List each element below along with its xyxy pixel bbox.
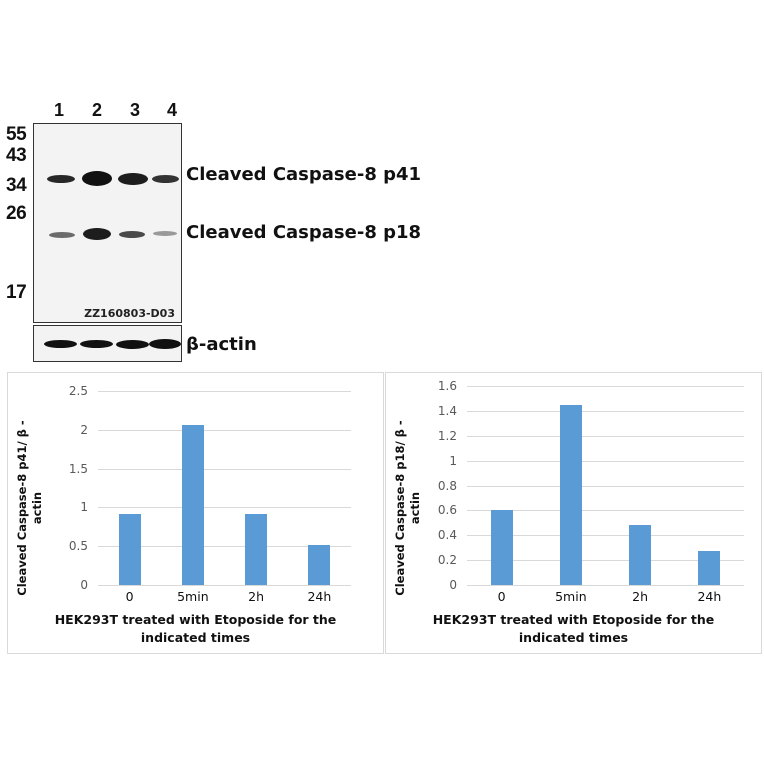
- gridline: [98, 468, 351, 470]
- gridline: [467, 410, 744, 412]
- bar: [698, 551, 721, 585]
- band-p41-lane4: [152, 175, 179, 183]
- gridline: [467, 485, 744, 487]
- band-p18-lane1: [49, 232, 75, 238]
- y-tick-label: 0.4: [437, 528, 457, 543]
- gridline: [98, 585, 351, 586]
- y-tick-label: 2: [80, 422, 88, 437]
- y-tick-label: 0: [449, 578, 457, 592]
- y-tick-label: 1.5: [68, 461, 88, 476]
- y-tick-label: 1.4: [437, 403, 457, 418]
- x-tick-label: 5min: [555, 589, 587, 604]
- bar: [490, 510, 513, 585]
- lane-number: 2: [91, 100, 103, 120]
- y-tick-label: 0.5: [68, 539, 88, 554]
- mw-marker: 34: [6, 175, 27, 196]
- x-axis-label: HEK293T treated with Etoposide for the i…: [54, 612, 337, 645]
- x-tick-label: 2h: [248, 589, 265, 604]
- chart-panel-p18: Cleaved Caspase-8 p18/ β - actin 0 0.2 0.4…: [385, 372, 762, 654]
- plot-area: 0 0.5 1 1.5 2 2.5 0 5min 2h 24h: [69, 384, 351, 604]
- band-actin-lane1: [44, 340, 77, 348]
- gridline: [467, 510, 744, 512]
- gridline: [467, 435, 744, 437]
- blot-id: ZZ160803-D03: [84, 307, 175, 320]
- y-tick-label: 0: [80, 578, 88, 592]
- gridline: [467, 460, 744, 462]
- y-tick-label: 0.6: [437, 503, 457, 518]
- band-p41-lane1: [47, 175, 75, 183]
- y-tick-label: 1: [449, 453, 457, 468]
- band-p18-lane4: [153, 231, 177, 236]
- y-tick-label: 2.5: [68, 384, 88, 398]
- gridline: [467, 535, 744, 537]
- band-label-p18: Cleaved Caspase-8 p18: [186, 222, 422, 243]
- gridline: [98, 391, 351, 392]
- x-tick-label: 5min: [177, 589, 209, 604]
- bar: [308, 544, 331, 585]
- y-axis-label: Cleaved Caspase-8 p18/ β - actin: [393, 420, 422, 596]
- lane-number: 4: [166, 100, 178, 120]
- band-label-p41: Cleaved Caspase-8 p41: [186, 164, 422, 185]
- mw-marker: 26: [6, 203, 27, 224]
- mw-marker: 55: [6, 124, 27, 145]
- y-tick-label: 0.8: [437, 478, 457, 493]
- gridline: [467, 386, 744, 387]
- band-label-actin: β-actin: [186, 334, 257, 355]
- plot-area: 0 0.2 0.4 0.6 0.8 1 1.2 1.4 1.6 0 5min 2h 24h: [438, 379, 744, 604]
- y-axis-label: Cleaved Caspase-8 p41/ β - actin: [15, 420, 44, 596]
- band-p18-lane2: [83, 228, 111, 240]
- gridline: [467, 560, 744, 562]
- gridline: [467, 585, 744, 586]
- bar: [181, 425, 204, 585]
- bar: [629, 525, 652, 585]
- x-tick-label: 0: [125, 589, 134, 604]
- band-p18-lane3: [119, 231, 145, 238]
- x-tick-label: 2h: [632, 589, 649, 604]
- y-tick-label: 1: [80, 500, 88, 515]
- mw-marker: 43: [6, 145, 27, 166]
- bar: [559, 404, 582, 585]
- bar: [118, 513, 141, 585]
- y-tick-label: 1.6: [437, 379, 457, 393]
- band-p41-lane2: [82, 171, 112, 186]
- blot-main-panel: ZZ160803-D03: [33, 123, 182, 323]
- y-tick-label: 1.2: [437, 428, 457, 443]
- blot-actin-panel: [33, 325, 182, 362]
- band-actin-lane2: [80, 340, 113, 348]
- x-tick-label: 0: [497, 589, 506, 604]
- lane-number: 3: [129, 100, 141, 120]
- mw-marker: 17: [6, 282, 27, 303]
- chart-panel-p41: Cleaved Caspase-8 p41/ β - actin 0 0.5 1 1.…: [7, 372, 384, 654]
- x-tick-label: 24h: [307, 589, 332, 604]
- gridline: [98, 546, 351, 548]
- gridline: [98, 507, 351, 509]
- band-actin-lane4: [149, 339, 181, 349]
- gridline: [98, 429, 351, 431]
- band-actin-lane3: [116, 340, 149, 349]
- x-tick-label: 24h: [697, 589, 722, 604]
- y-tick-label: 0.2: [437, 553, 457, 568]
- band-p41-lane3: [118, 173, 148, 185]
- x-axis-label: HEK293T treated with Etoposide for the i…: [432, 612, 715, 645]
- bar: [245, 513, 268, 585]
- lane-number: 1: [53, 100, 65, 120]
